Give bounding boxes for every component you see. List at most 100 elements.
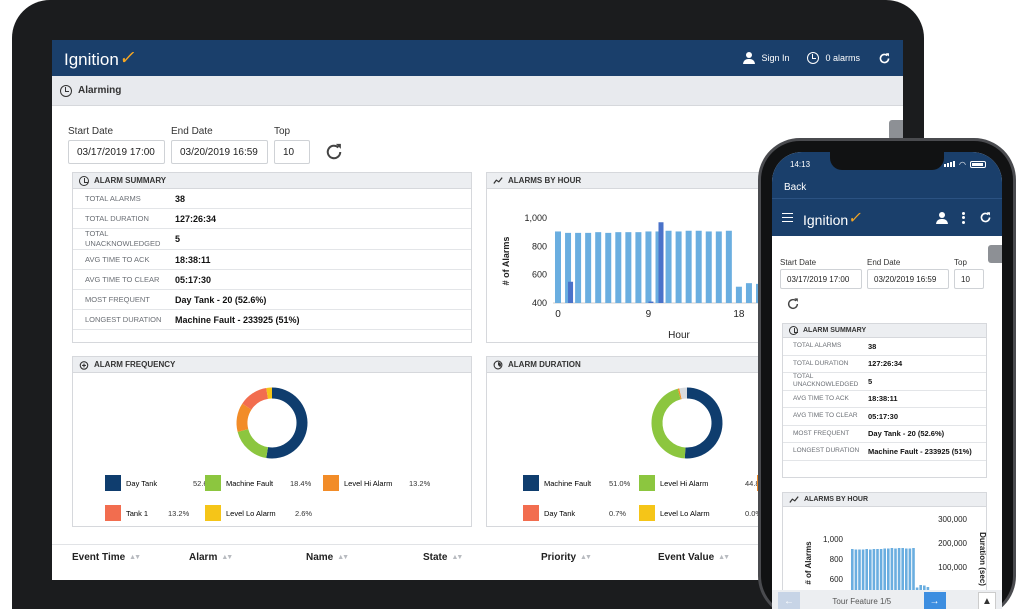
phone-side-panel-handle[interactable] (988, 245, 1002, 263)
legend-swatch (639, 505, 655, 521)
end-date-field: End Date 03/20/2019 16:59 (171, 126, 268, 164)
signal-icon (944, 161, 956, 167)
phone-screen: 14:13 ◠ Back Ignition (772, 152, 1002, 609)
tour-next-button[interactable]: → (923, 592, 946, 609)
start-date-field: Start Date 03/17/2019 17:00 (68, 126, 165, 164)
phone-app-header: Ignition ✓ (772, 198, 1002, 236)
start-date-input[interactable]: 03/17/2019 17:00 (68, 140, 165, 164)
legend-item[interactable]: Level Lo Alarm (639, 505, 710, 521)
alarm-frequency-header: ALARM FREQUENCY (73, 357, 471, 373)
legend-item[interactable]: Level Lo Alarm (205, 505, 276, 521)
legend-item[interactable]: Level Hi Alarm (639, 475, 708, 491)
frequency-slice (266, 387, 308, 459)
tour-prev-button[interactable]: ← (778, 592, 800, 609)
legend-percent: 0.7% (609, 509, 627, 518)
summary-row: TOTAL DURATION 127:26:34 (73, 209, 471, 229)
sort-icon[interactable]: ▲▼ (221, 554, 233, 561)
tour-collapse-button[interactable]: ▲ (977, 592, 996, 609)
top-label: Top (954, 258, 967, 267)
sort-icon[interactable]: ▲▼ (337, 554, 349, 561)
bar (725, 230, 732, 303)
sort-icon[interactable]: ▲▼ (580, 554, 592, 561)
y-tick-label: 1,000 (823, 535, 844, 544)
bar (897, 548, 901, 599)
bar (745, 283, 752, 303)
phone-top-input[interactable]: 10 (954, 269, 984, 289)
summary-value: Day Tank - 20 (52.6%) (175, 294, 267, 305)
legend-swatch (639, 475, 655, 491)
refresh-icon[interactable] (979, 211, 992, 224)
ignition-logo[interactable]: Ignition ✓ (64, 47, 138, 70)
phone-summary-label: AVG TIME TO CLEAR (793, 412, 858, 420)
hamburger-menu-icon[interactable] (782, 213, 793, 222)
summary-row: AVG TIME TO CLEAR 05:17:30 (73, 270, 471, 290)
phone-alarms-by-hour-header: ALARMS BY HOUR (783, 493, 986, 507)
events-table-header: Event Time ▲▼ Alarm ▲▼ Name ▲▼ State ▲▼ Priority… (52, 544, 903, 570)
phone-summary-value: 127:26:34 (868, 359, 903, 369)
bar (894, 548, 897, 599)
legend-item[interactable]: Machine Fault (205, 475, 273, 491)
legend-item[interactable]: Day Tank (523, 505, 575, 521)
bar (879, 549, 883, 599)
side-panel-handle[interactable] (889, 120, 903, 140)
summary-label: MOST FREQUENT (85, 294, 150, 304)
more-vertical-icon[interactable] (962, 211, 965, 224)
legend-percent: 44.8% (745, 479, 767, 488)
app-header: Ignition ✓ Sign In 0 alarms (52, 40, 903, 76)
alarm-status-button[interactable]: 0 alarms (807, 52, 860, 64)
refresh-icon[interactable] (878, 52, 891, 65)
table-column-header[interactable]: Priority ▲▼ (541, 552, 592, 563)
legend-swatch (105, 505, 121, 521)
duration-slice (684, 387, 723, 459)
table-column-header[interactable]: Name ▲▼ (306, 552, 349, 563)
alarm-frequency-donut (236, 387, 308, 459)
legend-item[interactable]: Machine Fault (523, 475, 591, 491)
phone-alarms-by-hour-card: ALARMS BY HOUR 1,000 800 600 300,000 200,000… (782, 492, 987, 602)
sort-icon[interactable]: ▲▼ (129, 554, 141, 561)
y-tick-label: 600 (830, 575, 844, 584)
table-column-header[interactable]: Event Time ▲▼ (72, 552, 141, 563)
bar (575, 232, 582, 303)
alarm-frequency-card: ALARM FREQUENCY Day Tank 52.6% Machine Fau… (72, 356, 472, 527)
table-column-header[interactable]: Alarm ▲▼ (189, 552, 233, 563)
duration-slice (679, 387, 688, 400)
tour-bar: ← Tour Feature 1/5 → ▲ (772, 590, 1002, 609)
sort-icon[interactable]: ▲▼ (451, 554, 463, 561)
legend-item[interactable]: Level Hi Alarm (323, 475, 392, 491)
legend-item[interactable]: Tank 1 (105, 505, 148, 521)
end-date-input[interactable]: 03/20/2019 16:59 (171, 140, 268, 164)
phone-refresh-filter-button[interactable] (786, 297, 800, 311)
bar (675, 231, 682, 303)
legend-percent: 13.2% (409, 479, 431, 488)
page-title: Alarming (78, 85, 122, 96)
sign-in-button[interactable]: Sign In (743, 52, 789, 64)
logo-text: Ignition (64, 49, 119, 69)
user-icon[interactable] (936, 211, 948, 224)
legend-percent: 51.0% (609, 479, 631, 488)
phone-summary-label: AVG TIME TO ACK (793, 394, 849, 402)
phone-summary-value: Machine Fault - 233925 (51%) (868, 446, 972, 456)
y-axis-label: # of Alarms (804, 541, 813, 585)
bar (715, 231, 722, 303)
phone-alarm-summary-card: ALARM SUMMARY TOTAL ALARMS 38 TOTAL DURATI… (782, 323, 987, 478)
phone-summary-row: AVG TIME TO CLEAR 05:17:30 (783, 408, 986, 426)
y2-tick-label: 200,000 (938, 539, 967, 548)
sort-icon[interactable]: ▲▼ (718, 554, 730, 561)
legend-swatch (323, 475, 339, 491)
phone-start-date-input[interactable]: 03/17/2019 17:00 (780, 269, 862, 289)
ignition-logo[interactable]: Ignition ✓ (803, 208, 864, 228)
back-button[interactable]: Back (784, 181, 807, 193)
alarm-summary-title: ALARM SUMMARY (94, 176, 167, 185)
bar (854, 549, 858, 599)
table-column-header[interactable]: Event Value ▲▼ (658, 552, 730, 563)
legend-item[interactable]: Day Tank (105, 475, 157, 491)
top-input[interactable]: 10 (274, 140, 310, 164)
table-column-header[interactable]: State ▲▼ (423, 552, 463, 563)
phone-alarm-summary-header: ALARM SUMMARY (783, 324, 986, 338)
refresh-filter-button[interactable] (324, 142, 344, 162)
column-label: Event Time (72, 552, 126, 563)
phone-end-date-input[interactable]: 03/20/2019 16:59 (867, 269, 949, 289)
trend-line-icon (493, 176, 503, 184)
x-tick-label: 18 (733, 309, 745, 320)
